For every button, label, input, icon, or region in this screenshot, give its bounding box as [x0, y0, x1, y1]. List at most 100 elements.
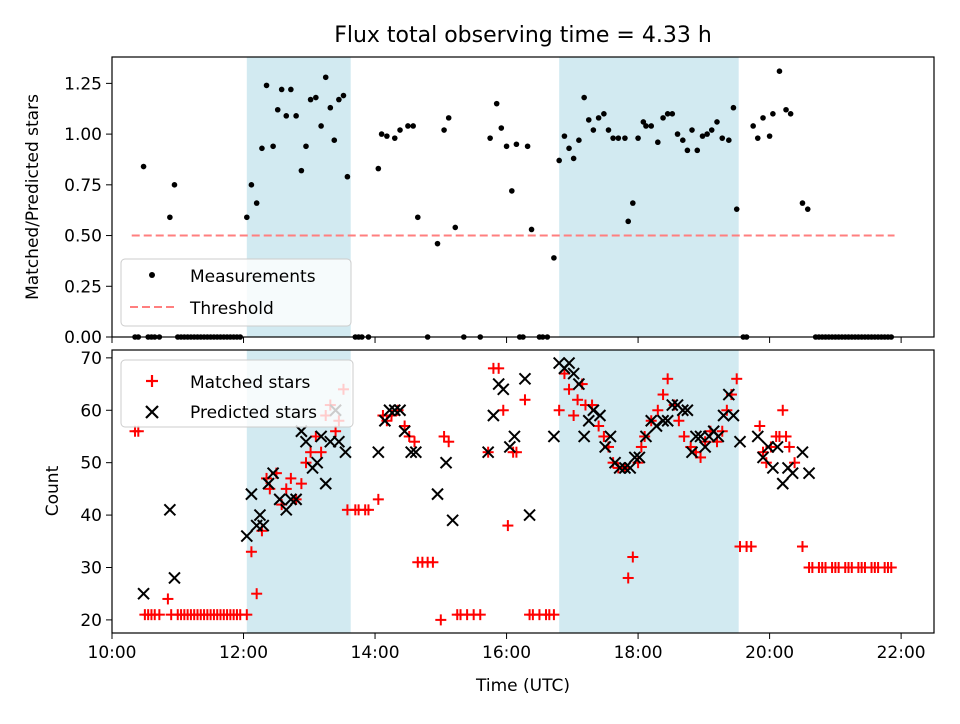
measurement-point — [799, 200, 806, 206]
measurement-point — [528, 226, 535, 233]
measurement-point — [307, 96, 314, 103]
matched-star-marker — [305, 446, 317, 458]
matched-star-marker — [132, 425, 144, 437]
predicted-star-marker — [762, 440, 775, 454]
matched-star-marker — [362, 504, 374, 516]
matched-star-marker — [796, 541, 808, 553]
predicted-star-marker — [439, 456, 453, 469]
matched-star-marker — [563, 383, 575, 395]
measurement-point — [513, 141, 520, 148]
predicted-star-marker — [776, 477, 789, 490]
predicted-star-marker — [712, 430, 725, 443]
measurement-point — [669, 111, 676, 117]
y-tick-label: 20 — [80, 611, 102, 631]
matched-star-marker — [497, 404, 509, 416]
measurement-point — [298, 167, 305, 174]
measurement-point — [714, 119, 720, 125]
matched-star-marker — [598, 430, 610, 442]
predicted-star-marker — [284, 493, 298, 506]
matched-star-marker — [622, 572, 634, 584]
predicted-star-marker — [577, 430, 591, 443]
predicted-star-marker — [319, 477, 332, 490]
matched-star-marker — [153, 609, 165, 621]
measurement-point — [610, 135, 616, 141]
predicted-star-marker — [796, 445, 809, 459]
measurement-point — [760, 115, 766, 121]
predicted-star-marker — [137, 587, 150, 600]
predicted-star-marker — [518, 372, 532, 386]
predicted-star-marker — [661, 414, 674, 427]
predicted-star-marker — [689, 430, 703, 443]
measurement-point — [664, 111, 671, 117]
predicted-star-marker — [372, 445, 385, 459]
matched-star-marker — [558, 368, 570, 380]
x-tick-label: 18:00 — [614, 643, 663, 663]
measurement-point — [648, 123, 655, 129]
y-tick-label: 0.50 — [64, 227, 102, 247]
matched-star-marker — [251, 588, 263, 600]
matched-star-marker — [435, 614, 447, 626]
bottom-legend-box — [120, 359, 354, 428]
predicted-star-marker — [751, 430, 764, 443]
measurement-point — [391, 135, 398, 141]
matched-star-marker — [745, 541, 757, 553]
measurement-point — [750, 123, 756, 129]
measurement-point — [445, 115, 452, 121]
predicted-star-marker — [698, 440, 712, 454]
matched-star-marker — [519, 394, 531, 406]
measurement-point — [509, 188, 515, 194]
measurement-point — [331, 137, 338, 143]
x-tick-label: 20:00 — [745, 643, 794, 663]
matched-star-marker — [372, 493, 384, 505]
matched-star-marker — [780, 430, 792, 442]
measurement-point — [375, 165, 382, 172]
predicted-star-marker — [280, 503, 293, 517]
y-tick-label: 70 — [80, 349, 102, 369]
measurement-point — [643, 123, 649, 129]
x-tick-label: 12:00 — [219, 643, 268, 663]
measurement-point — [410, 123, 416, 129]
matched-star-marker — [607, 457, 619, 469]
predicted-star-marker — [481, 445, 495, 459]
predicted-star-marker — [633, 451, 646, 464]
measurement-point — [679, 137, 686, 143]
x-tick-label: 14:00 — [351, 643, 400, 663]
predicted-star-marker — [656, 414, 670, 427]
predicted-star-marker — [582, 414, 595, 427]
measurement-point — [303, 143, 309, 150]
predicted-star-marker — [722, 388, 736, 401]
predicted-star-marker — [523, 508, 536, 522]
predicted-star-marker — [717, 409, 730, 422]
measurement-point — [708, 127, 715, 133]
matched-star-marker — [673, 415, 685, 427]
measurement-point — [414, 214, 421, 221]
measurement-point — [783, 106, 789, 113]
matched-star-marker — [783, 441, 795, 453]
predicted-star-marker — [253, 508, 267, 522]
matched-star-marker — [502, 520, 514, 532]
top-y-axis-label: Matched/Predicted stars — [23, 94, 43, 300]
measurement-point — [498, 125, 505, 131]
measurement-point — [327, 104, 334, 111]
measurement-point — [699, 133, 706, 139]
measurement-point — [719, 135, 726, 141]
measurement-point — [171, 182, 178, 188]
matched-star-marker — [493, 362, 505, 374]
matched-star-marker — [295, 478, 307, 490]
predicted-star-marker — [567, 367, 580, 380]
measurement-point — [754, 135, 761, 141]
predicted-star-marker — [771, 440, 784, 454]
measurement-point — [590, 127, 597, 133]
y-tick-label: 30 — [80, 558, 102, 578]
matched-star-marker — [662, 373, 674, 385]
predicted-star-marker — [339, 445, 352, 459]
measurement-point — [622, 135, 628, 141]
measurement-point — [655, 139, 661, 146]
measurement-point — [322, 74, 329, 81]
predicted-star-marker — [497, 383, 510, 396]
y-tick-label: 0.25 — [64, 277, 102, 297]
measurement-point — [605, 127, 612, 133]
matched-star-marker — [777, 404, 789, 416]
measurement-point — [581, 94, 587, 101]
matched-star-marker — [754, 420, 766, 432]
